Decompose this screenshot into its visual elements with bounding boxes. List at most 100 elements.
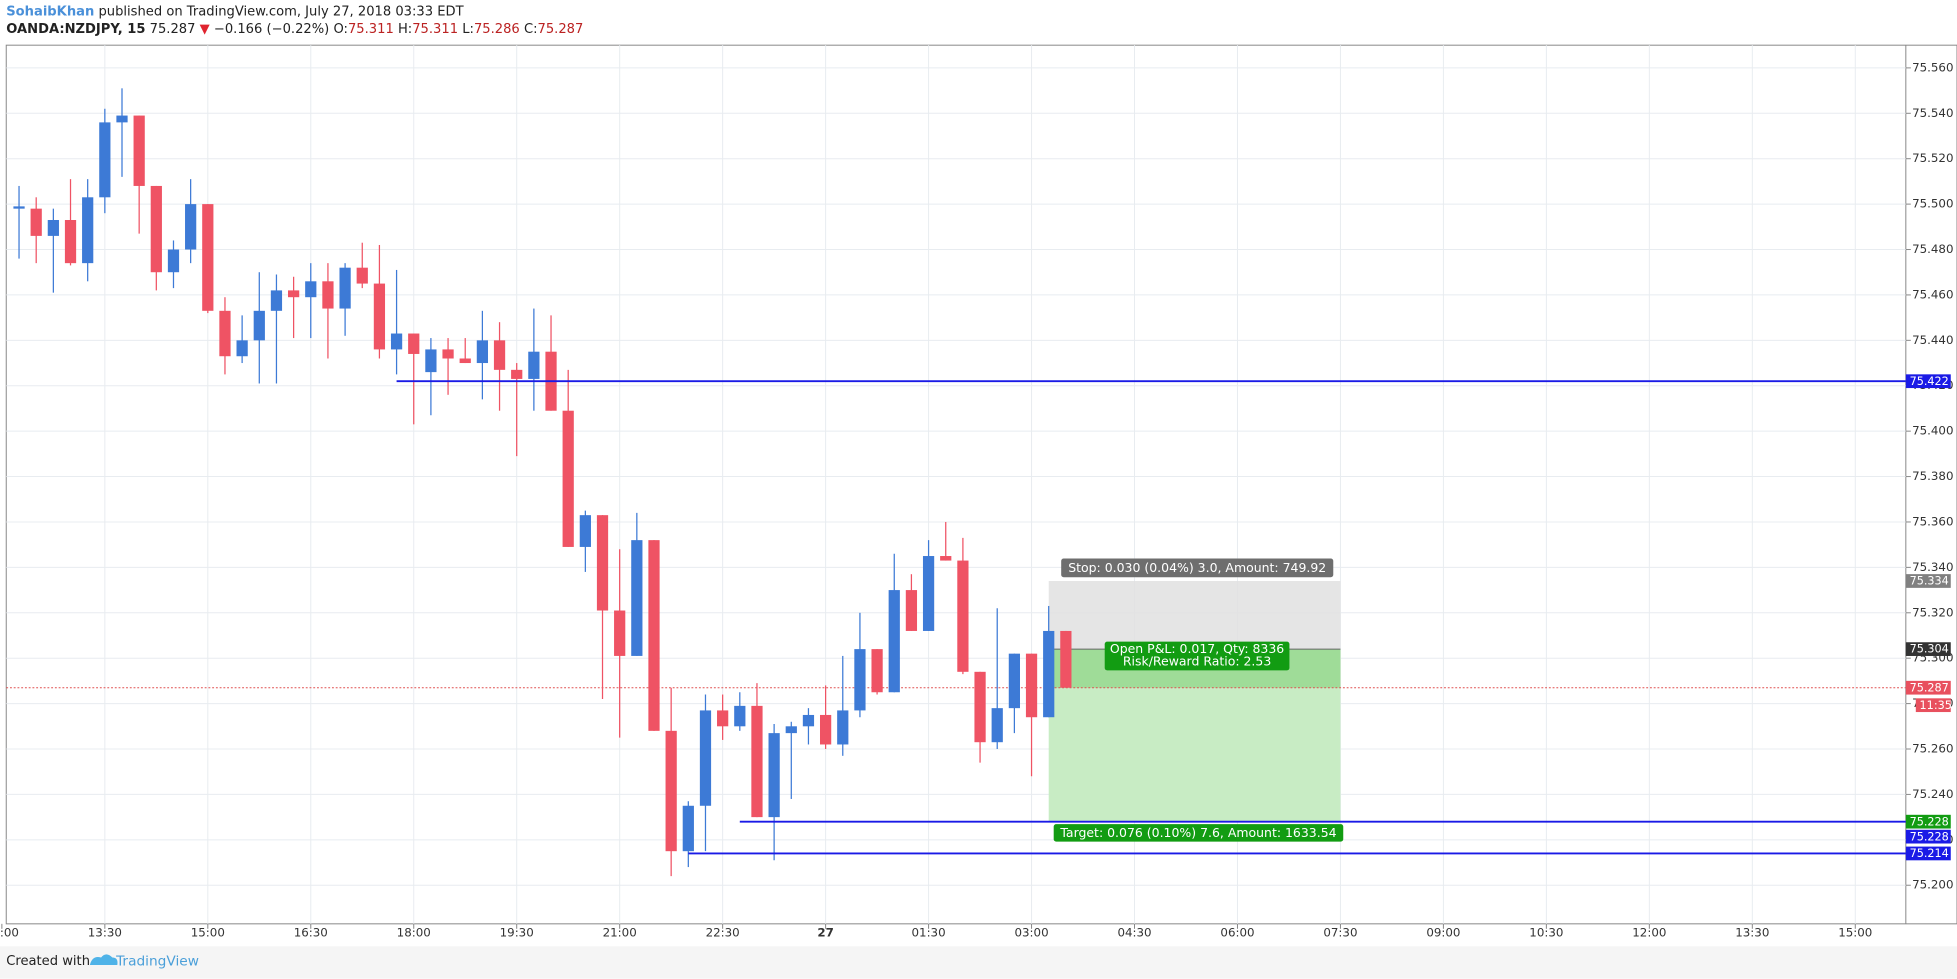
line-label: 75.214: [1910, 847, 1949, 860]
candle-body: [922, 556, 935, 631]
candle-body: [236, 340, 248, 357]
y-tick-label: 75.240: [1912, 787, 1953, 801]
candle-body: [322, 281, 334, 309]
pnl-label-box: [1104, 641, 1290, 671]
rr-label: Risk/Reward Ratio: 2.53: [1123, 654, 1271, 669]
x-tick-label: 04:30: [1117, 926, 1151, 940]
candle-body: [47, 220, 59, 236]
y-tick-label: 75.360: [1912, 514, 1953, 528]
y-tick-label: 75.560: [1912, 60, 1953, 74]
y-tick-label: 75.200: [1912, 878, 1953, 892]
candle-body: [528, 351, 540, 379]
h-val: 75.311: [412, 21, 458, 36]
candle-body: [408, 333, 420, 354]
y-tick-label: 75.380: [1912, 469, 1953, 483]
candle-body: [991, 708, 1003, 743]
plot-frame: [5, 44, 1957, 925]
candle-body: [1060, 630, 1072, 688]
candle-body: [665, 730, 677, 852]
c-val: 75.287: [538, 21, 584, 36]
candle-body: [511, 369, 523, 379]
line-label: 75.228: [1910, 830, 1949, 843]
candle-body: [30, 208, 42, 236]
symbol: OANDA:NZDJPY, 15: [6, 21, 145, 36]
candle-body: [648, 540, 660, 731]
candle-body: [133, 115, 145, 186]
candle-body: [871, 649, 883, 693]
candle-body: [596, 515, 609, 611]
footer-bg: [0, 946, 1957, 979]
candle-body: [13, 206, 25, 209]
candle-body: [373, 283, 386, 350]
last-price-label: 75.287: [1910, 681, 1949, 694]
x-tick-label: 15:00: [1838, 926, 1872, 940]
y-tick-label: 75.440: [1912, 333, 1953, 347]
x-tick-label: 12:00: [0, 926, 19, 940]
y-tick-label: 75.260: [1912, 742, 1953, 756]
entry-label: 75.304: [1910, 643, 1949, 656]
line-box: [1905, 829, 1951, 844]
candle-body: [631, 540, 643, 656]
footer-created: Created with: [6, 954, 90, 969]
footer-brand: TradingView: [115, 953, 199, 969]
author: SohaibKhan: [6, 4, 94, 19]
candle-body: [305, 281, 317, 298]
candle-body: [974, 671, 986, 743]
candle-body: [905, 590, 918, 631]
candle-body: [442, 349, 454, 359]
candle-body: [459, 358, 471, 364]
x-tick-label: 10:30: [1529, 926, 1563, 940]
countdown-box: [1915, 698, 1951, 713]
x-tick-label: 16:30: [294, 926, 328, 940]
stop-box: [1905, 574, 1951, 588]
line-box: [1905, 846, 1951, 861]
x-tick-label: 15:00: [191, 926, 225, 940]
y-tick-label: 75.460: [1912, 287, 1953, 301]
candle-body: [64, 220, 77, 264]
candle-body: [837, 710, 849, 745]
y-tick-label: 75.400: [1912, 424, 1953, 438]
x-tick-label: 06:00: [1220, 926, 1254, 940]
target-label: Target: 0.076 (0.10%) 7.6, Amount: 1633.…: [1059, 825, 1336, 840]
candle-body: [802, 714, 815, 727]
stop-label: 75.334: [1910, 575, 1949, 588]
x-tick-label: 18:00: [397, 926, 431, 940]
candle-body: [390, 333, 403, 350]
candle-body: [167, 249, 180, 273]
x-tick-label: 19:30: [500, 926, 534, 940]
candle-body: [785, 726, 797, 734]
quote-line: OANDA:NZDJPY, 15 75.287 ▼ −0.166 (−0.22%…: [6, 21, 583, 36]
pnl-label: Open P&L: 0.017, Qty: 8336: [1110, 641, 1284, 656]
candle-body: [562, 410, 574, 547]
o-val: 75.311: [348, 21, 394, 36]
candle-body: [270, 290, 283, 311]
x-tick-label: 12:00: [1632, 926, 1666, 940]
candle-body: [819, 714, 832, 745]
l-val: 75.286: [474, 21, 520, 36]
candle-body: [116, 115, 128, 123]
x-tick-label: 27: [817, 926, 833, 940]
candle-body: [287, 290, 300, 298]
x-tick-label: 13:30: [88, 926, 122, 940]
candle-body: [1025, 653, 1038, 718]
candle-body: [493, 340, 506, 370]
candle-body: [425, 349, 437, 373]
candle-body: [99, 122, 111, 198]
x-tick-label: 09:00: [1426, 926, 1460, 940]
candle-body: [1043, 630, 1055, 718]
y-tick-label: 75.320: [1912, 605, 1953, 619]
h: H:: [398, 21, 412, 36]
candle-body: [202, 204, 214, 311]
candle-body: [888, 590, 900, 693]
candle-body: [1008, 653, 1020, 709]
candle-body: [253, 310, 265, 341]
brand-logo: [89, 954, 118, 966]
x-tick-label: 03:00: [1014, 926, 1048, 940]
candle-body: [717, 710, 729, 727]
candle-body: [682, 805, 694, 852]
o: O:: [333, 21, 347, 36]
y-tick-label: 75.480: [1912, 242, 1953, 256]
entry-box: [1905, 642, 1951, 656]
